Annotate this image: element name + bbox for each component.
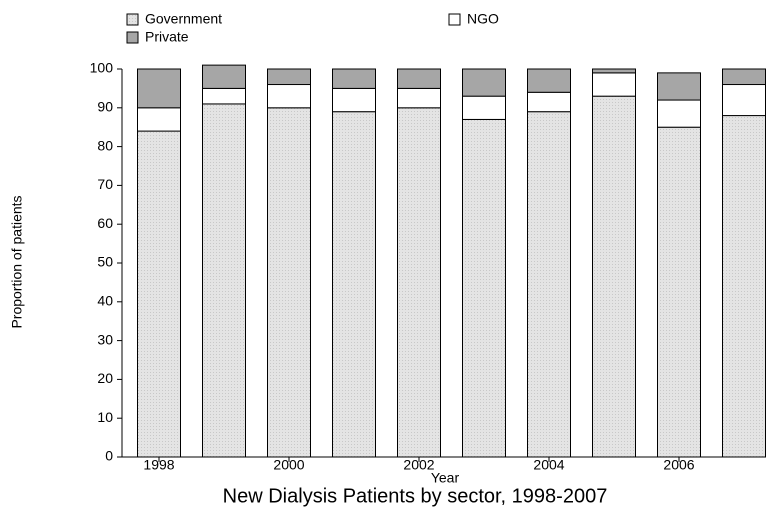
bar-segment xyxy=(137,107,181,132)
y-tick-label: 10 xyxy=(97,409,113,425)
bar-segment xyxy=(592,68,636,74)
x-tick-label: 2000 xyxy=(273,457,304,473)
legend-label: NGO xyxy=(467,11,499,27)
x-tick-label: 2006 xyxy=(663,457,694,473)
y-tick-label: 100 xyxy=(90,60,114,76)
bar-segment xyxy=(527,91,571,113)
y-tick-label: 80 xyxy=(97,137,113,153)
y-tick-label: 20 xyxy=(97,370,113,386)
bar-segment xyxy=(657,126,701,458)
bar-segment xyxy=(397,107,441,458)
bar-segment xyxy=(332,87,376,113)
y-tick-label: 40 xyxy=(97,293,113,309)
x-tick-label: 1998 xyxy=(143,457,174,473)
bar-segment xyxy=(462,68,506,97)
bar-segment xyxy=(267,107,311,458)
legend-label: Private xyxy=(145,29,189,45)
bar-segment xyxy=(267,68,311,86)
legend-label: Government xyxy=(145,11,222,27)
bar-segment xyxy=(137,68,181,109)
chart-title: New Dialysis Patients by sector, 1998-20… xyxy=(223,485,608,507)
bar-segment xyxy=(332,68,376,89)
bar-segment xyxy=(657,72,701,101)
bar-segment xyxy=(462,95,506,120)
bar-segment xyxy=(462,118,506,458)
y-axis-label: Proportion of patients xyxy=(9,195,25,328)
x-axis-label: Year xyxy=(431,470,460,486)
bar-segment xyxy=(267,84,311,109)
legend-swatch xyxy=(448,13,461,26)
bar-segment xyxy=(722,115,766,458)
bar-segment xyxy=(202,87,246,105)
y-tick-label: 60 xyxy=(97,215,113,231)
bar-segment xyxy=(722,84,766,117)
legend-swatch xyxy=(126,31,139,44)
bar-segment xyxy=(202,103,246,458)
legend-swatch xyxy=(126,13,139,26)
y-tick-label: 70 xyxy=(97,176,113,192)
bar-segment xyxy=(527,111,571,458)
y-tick-label: 30 xyxy=(97,331,113,347)
bar-segment xyxy=(592,95,636,458)
bar-segment xyxy=(202,64,246,89)
bar-segment xyxy=(397,68,441,89)
bar-segment xyxy=(527,68,571,93)
bar-segment xyxy=(657,99,701,128)
y-tick-label: 0 xyxy=(105,448,113,464)
bar-segment xyxy=(722,68,766,86)
x-tick-label: 2002 xyxy=(403,457,434,473)
x-tick-label: 2004 xyxy=(533,457,564,473)
y-tick-label: 50 xyxy=(97,254,113,270)
bar-segment xyxy=(397,87,441,109)
bar-segment xyxy=(592,72,636,97)
y-tick-label: 90 xyxy=(97,99,113,115)
bar-segment xyxy=(332,111,376,458)
bar-segment xyxy=(137,130,181,458)
